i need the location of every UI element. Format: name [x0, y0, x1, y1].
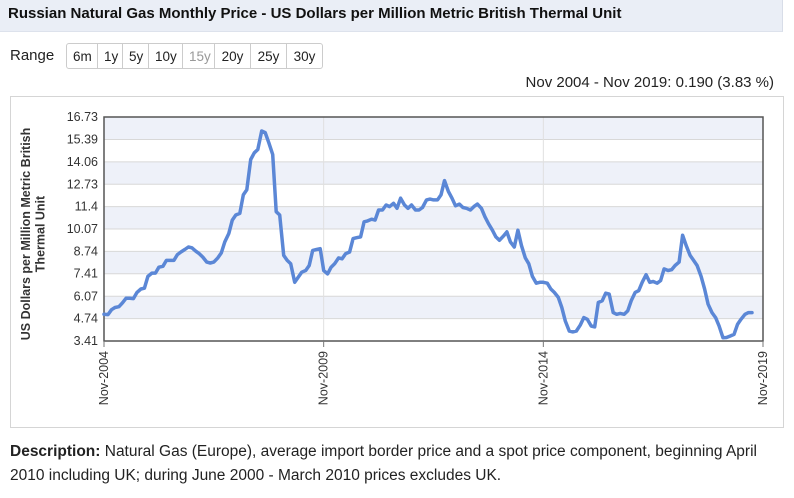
y-tick-label: 6.07 — [74, 289, 98, 303]
description-label: Description: — [10, 443, 101, 460]
plot-band — [104, 117, 763, 140]
x-tick-label: Nov-2009 — [317, 351, 331, 405]
y-tick-label: 3.41 — [74, 334, 98, 348]
y-tick-label: 12.73 — [67, 177, 98, 191]
y-tick-label: 11.4 — [75, 200, 98, 214]
series-line[interactable] — [102, 129, 754, 340]
plot-border — [103, 116, 764, 342]
plot-band — [104, 161, 763, 185]
y-tick-label: 4.74 — [74, 312, 98, 326]
y-axis-label: US Dollars per Million Metric BritishThe… — [19, 128, 47, 341]
range-button-1y[interactable]: 1y — [97, 43, 123, 69]
plot-band — [104, 206, 763, 229]
range-selector: 6m 1y 5y 10y 15y 20y 25y 30y — [66, 43, 323, 69]
range-button-25y[interactable]: 25y — [250, 43, 287, 69]
range-button-6m[interactable]: 6m — [66, 43, 98, 69]
range-button-15y[interactable]: 15y — [182, 43, 215, 69]
change-summary: Nov 2004 - Nov 2019: 0.190 (3.83 %) — [525, 74, 774, 91]
range-button-5y[interactable]: 5y — [122, 43, 149, 69]
y-tick-label: 7.41 — [74, 267, 98, 281]
range-button-20y[interactable]: 20y — [214, 43, 251, 69]
plot-band — [104, 251, 763, 274]
chart-title: Russian Natural Gas Monthly Price - US D… — [8, 5, 622, 22]
y-tick-label: 14.06 — [67, 155, 98, 169]
x-tick-label: Nov-2019 — [756, 351, 770, 405]
range-label: Range — [10, 47, 55, 64]
y-tick-label: 15.39 — [67, 133, 98, 147]
line-chart[interactable]: 3.41 4.74 6.07 7.41 8.74 10.07 11.4 12.73 14.06 1… — [11, 97, 783, 427]
description-text: Natural Gas (Europe), average import bor… — [10, 443, 757, 484]
range-button-10y[interactable]: 10y — [148, 43, 183, 69]
y-tick-label: 16.73 — [67, 110, 98, 124]
chart-container: 3.41 4.74 6.07 7.41 8.74 10.07 11.4 12.73 14.06 1… — [10, 96, 784, 428]
y-tick-label: 10.07 — [67, 222, 98, 236]
plot-band — [104, 296, 763, 319]
x-tick-label: Nov-2014 — [536, 351, 550, 405]
range-button-30y[interactable]: 30y — [286, 43, 323, 69]
description: Description: Natural Gas (Europe), avera… — [10, 440, 780, 488]
y-tick-label: 8.74 — [74, 244, 98, 258]
title-bar: Russian Natural Gas Monthly Price - US D… — [0, 0, 783, 32]
x-tick-label: Nov-2004 — [97, 351, 111, 405]
